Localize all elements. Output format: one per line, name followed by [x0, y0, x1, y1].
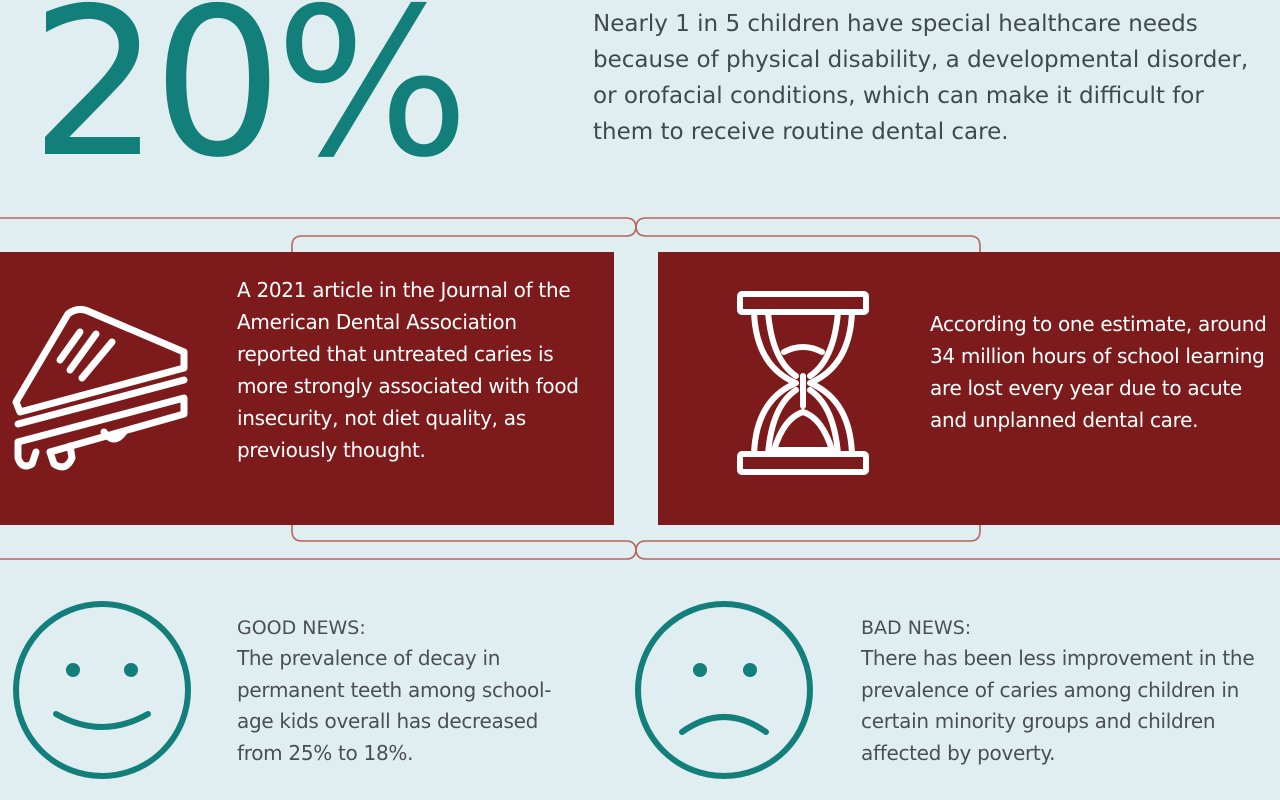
bad-news-text: There has been less improvement in the p… — [861, 646, 1255, 765]
hourglass-icon — [737, 291, 869, 475]
good-news-text: The prevalence of decay in permanent tee… — [237, 646, 552, 765]
food-insecurity-text: A 2021 article in the Journal of the Ame… — [237, 278, 579, 462]
big-stat-percent: 20% — [30, 0, 470, 203]
smiley-face-icon — [13, 601, 191, 779]
good-news-title: GOOD NEWS: — [237, 617, 366, 639]
sandwich-icon — [12, 305, 188, 471]
bad-news-title: BAD NEWS: — [861, 617, 972, 639]
sad-face-icon — [635, 601, 813, 779]
school-hours-card: According to one estimate, around 34 mil… — [658, 252, 1280, 525]
school-hours-text: According to one estimate, around 34 mil… — [930, 312, 1267, 432]
stat-description: Nearly 1 in 5 children have special heal… — [593, 11, 1249, 145]
food-insecurity-card: A 2021 article in the Journal of the Ame… — [0, 252, 614, 525]
